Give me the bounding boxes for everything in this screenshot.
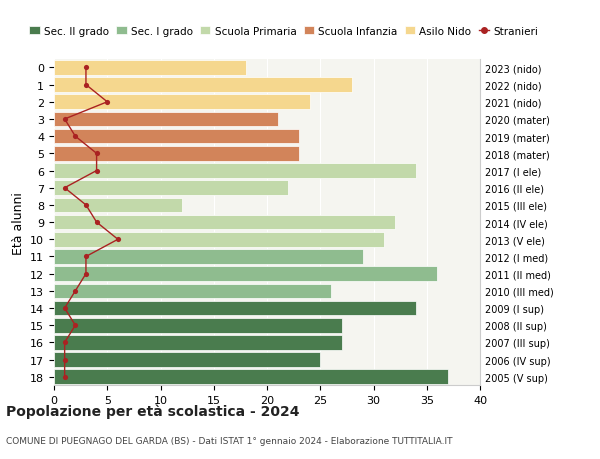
Y-axis label: Età alunni: Età alunni xyxy=(11,191,25,254)
Point xyxy=(92,168,101,175)
Point xyxy=(60,356,70,364)
Bar xyxy=(54,164,416,179)
Point xyxy=(60,116,70,123)
Bar xyxy=(54,250,363,264)
Bar xyxy=(54,336,341,350)
Point xyxy=(71,287,80,295)
Bar xyxy=(54,267,437,281)
Point xyxy=(60,185,70,192)
Bar xyxy=(54,147,299,161)
Point xyxy=(81,202,91,209)
Point xyxy=(81,270,91,278)
Bar xyxy=(54,95,310,110)
Bar xyxy=(54,78,352,93)
Point xyxy=(60,305,70,312)
Point xyxy=(92,151,101,158)
Point xyxy=(81,253,91,261)
Bar xyxy=(54,318,341,333)
Legend: Sec. II grado, Sec. I grado, Scuola Primaria, Scuola Infanzia, Asilo Nido, Stran: Sec. II grado, Sec. I grado, Scuola Prim… xyxy=(25,22,542,41)
Text: COMUNE DI PUEGNAGO DEL GARDA (BS) - Dati ISTAT 1° gennaio 2024 - Elaborazione TU: COMUNE DI PUEGNAGO DEL GARDA (BS) - Dati… xyxy=(6,436,452,445)
Text: Popolazione per età scolastica - 2024: Popolazione per età scolastica - 2024 xyxy=(6,404,299,419)
Point xyxy=(60,339,70,347)
Bar xyxy=(54,215,395,230)
Point xyxy=(113,236,123,243)
Bar xyxy=(54,198,182,213)
Bar xyxy=(54,284,331,298)
Point xyxy=(81,65,91,72)
Bar xyxy=(54,369,448,384)
Point xyxy=(92,219,101,226)
Point xyxy=(60,373,70,381)
Bar xyxy=(54,129,299,144)
Bar xyxy=(54,301,416,316)
Bar xyxy=(54,181,289,196)
Point xyxy=(71,133,80,140)
Point xyxy=(81,82,91,89)
Bar xyxy=(54,232,384,247)
Point xyxy=(71,322,80,329)
Bar xyxy=(54,61,246,76)
Bar xyxy=(54,112,278,127)
Point xyxy=(103,99,112,106)
Bar xyxy=(54,353,320,367)
